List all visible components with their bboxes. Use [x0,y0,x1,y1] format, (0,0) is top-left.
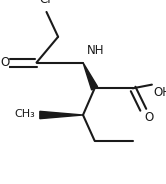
Polygon shape [40,111,83,119]
Text: CH₃: CH₃ [14,109,35,119]
Text: O: O [0,56,9,69]
Text: Cl: Cl [39,0,51,6]
Polygon shape [83,63,98,90]
Text: OH: OH [154,86,166,100]
Text: O: O [144,111,154,124]
Text: NH: NH [87,44,105,57]
